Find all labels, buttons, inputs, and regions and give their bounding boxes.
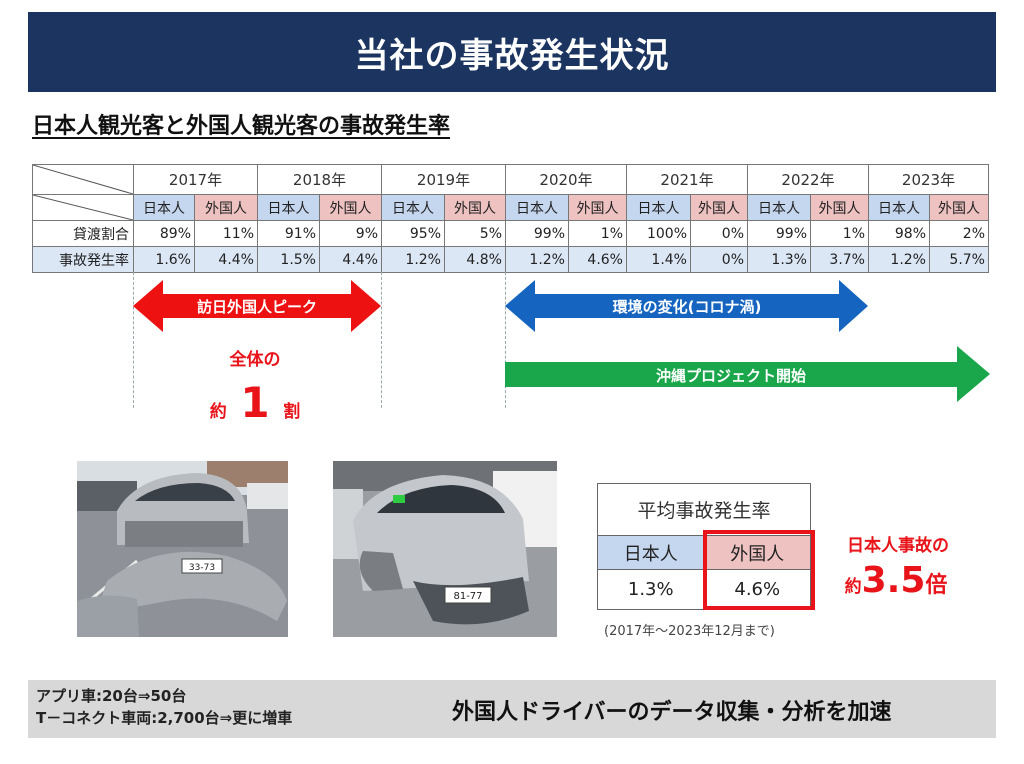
ratio-note-value: 約 1 割 [190, 378, 320, 427]
table-cell: 9% [319, 220, 382, 247]
year-header: 2018年 [257, 164, 382, 195]
damaged-car-photo-1: 33-73 [77, 461, 288, 637]
row-label: 貸渡割合 [32, 220, 134, 247]
table-cell: 4.4% [194, 246, 258, 273]
multiple-suffix: 倍 [925, 573, 948, 598]
table-year-row: 2017年 2018年 2019年 2020年 2021年 2022年 2023年 [32, 164, 989, 195]
divider-line [133, 272, 134, 408]
ratio-note-line1: 全体の [229, 350, 281, 370]
accident-rate-table: 2017年 2018年 2019年 2020年 2021年 2022年 2023年 日本人 外国… [32, 164, 989, 273]
table-cell: 1.2% [381, 246, 445, 273]
jp-subheader: 日本人 [626, 194, 691, 221]
avg-jp-value: 1.3% [596, 569, 705, 610]
multiple-note-value: 約3.5倍 [826, 560, 966, 601]
table-row: 貸渡割合 89% 11% 91% 9% 95% 5% 99% 1% 100% 0% 99% 1% 98% 2… [32, 220, 989, 247]
table-cell: 98% [868, 220, 930, 247]
table-cell: 4.6% [568, 246, 627, 273]
year-header: 2017年 [133, 164, 258, 195]
table-cell: 5.7% [929, 246, 989, 273]
table-cell: 5% [444, 220, 506, 247]
year-header: 2019年 [381, 164, 506, 195]
page-title: 当社の事故発生状況 [354, 35, 670, 76]
table-cell: 1% [810, 220, 869, 247]
multiple-prefix: 約 [844, 577, 862, 597]
jp-subheader: 日本人 [133, 194, 195, 221]
year-header: 2020年 [505, 164, 627, 195]
table-cell: 1.5% [257, 246, 320, 273]
license-plate-1 [181, 558, 223, 574]
table-corner-cell [32, 194, 134, 221]
bottom-message: 外国人ドライバーのデータ収集・分析を加速 [452, 700, 892, 725]
jp-subheader: 日本人 [257, 194, 320, 221]
table-cell: 1.2% [868, 246, 930, 273]
ratio-prefix: 約 [209, 402, 227, 422]
fr-subheader: 外国人 [690, 194, 748, 221]
avg-jp-label: 日本人 [596, 535, 705, 570]
fr-subheader: 外国人 [810, 194, 869, 221]
jp-subheader: 日本人 [381, 194, 445, 221]
bottom-banner [28, 680, 996, 738]
avg-fr-value: 4.6% [703, 569, 811, 610]
license-plate-2 [444, 586, 492, 604]
fr-subheader: 外国人 [444, 194, 506, 221]
multiple-number: 3.5 [861, 560, 926, 601]
license-plate-1-text: 33-73 [189, 563, 215, 573]
table-cell: 4.4% [319, 246, 382, 273]
project-arrow-label: 沖縄プロジェクト開始 [655, 367, 806, 385]
table-cell: 0% [690, 246, 748, 273]
divider-line [381, 272, 382, 408]
peak-arrow-label: 訪日外国人ピーク [196, 298, 317, 316]
table-corner-cell [32, 164, 134, 195]
ratio-number: 1 [240, 378, 270, 427]
table-cell: 95% [381, 220, 445, 247]
table-cell: 89% [133, 220, 195, 247]
fr-subheader: 外国人 [568, 194, 627, 221]
jp-subheader: 日本人 [868, 194, 930, 221]
table-cell: 100% [626, 220, 691, 247]
table-cell: 1% [568, 220, 627, 247]
multiple-note-line1: 日本人事故の [847, 536, 949, 556]
ratio-suffix: 割 [283, 402, 301, 422]
highlight-box [703, 530, 815, 610]
table-cell: 1.6% [133, 246, 195, 273]
fleet-notes: アプリ車:20台⇒50台 T－コネクト車両:2,700台⇒更に増車 [36, 685, 292, 729]
table-cell: 99% [505, 220, 569, 247]
damaged-car-photo-2: 81-77 [333, 461, 557, 637]
license-plate-2-text: 81-77 [453, 591, 482, 602]
row-label: 事故発生率 [32, 246, 134, 273]
fr-subheader: 外国人 [929, 194, 989, 221]
table-cell: 3.7% [810, 246, 869, 273]
table-cell: 1.4% [626, 246, 691, 273]
table-subheader-row: 日本人 外国人 日本人 外国人 日本人 外国人 日本人 外国人 日本人 外国人 日本人 外国人 日本人外… [32, 194, 989, 221]
table-cell: 11% [194, 220, 258, 247]
jp-subheader: 日本人 [747, 194, 811, 221]
table-cell: 99% [747, 220, 811, 247]
avg-fr-label: 外国人 [703, 535, 811, 570]
section-subtitle: 日本人観光客と外国人観光客の事故発生率 [32, 114, 451, 139]
fr-subheader: 外国人 [194, 194, 258, 221]
table-cell: 0% [690, 220, 748, 247]
table-cell: 91% [257, 220, 320, 247]
average-rate-table: 平均事故発生率 日本人 外国人 1.3% 4.6% [596, 483, 811, 610]
table-cell: 1.2% [505, 246, 569, 273]
table-cell: 4.8% [444, 246, 506, 273]
title-bar: 当社の事故発生状況 [28, 12, 996, 92]
table-cell: 1.3% [747, 246, 811, 273]
table-cell: 2% [929, 220, 989, 247]
fleet-note-app: アプリ車:20台⇒50台 [36, 687, 187, 705]
period-note: (2017年～2023年12月まで) [604, 624, 775, 639]
fr-subheader: 外国人 [319, 194, 382, 221]
year-header: 2023年 [868, 164, 989, 195]
divider-line [505, 272, 506, 408]
table-row: 事故発生率 1.6% 4.4% 1.5% 4.4% 1.2% 4.8% 1.2% 4.6% 1.4… [32, 246, 989, 273]
year-header: 2022年 [747, 164, 869, 195]
fleet-note-tconnect: T－コネクト車両:2,700台⇒更に増車 [36, 709, 293, 727]
covid-arrow-label: 環境の変化(コロナ渦) [612, 298, 762, 316]
average-rate-header: 平均事故発生率 [597, 483, 811, 536]
jp-subheader: 日本人 [505, 194, 569, 221]
year-header: 2021年 [626, 164, 748, 195]
